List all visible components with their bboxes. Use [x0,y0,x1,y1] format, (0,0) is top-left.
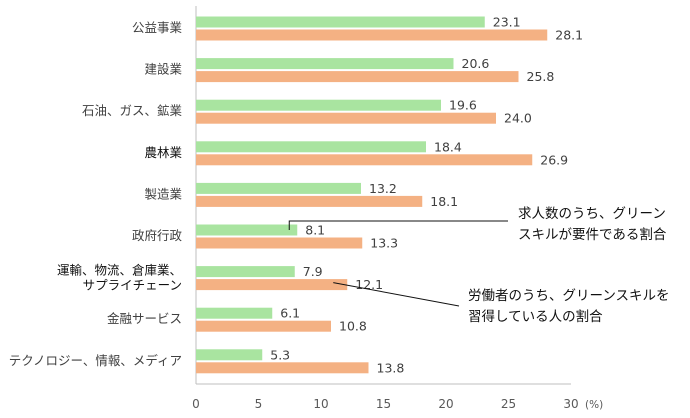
data-label: 13.3 [370,236,398,251]
data-label: 28.1 [555,28,583,43]
data-label: 8.1 [305,223,325,238]
x-tick-label: 20 [438,397,453,411]
data-label: 18.4 [434,139,462,154]
callout-text: 求人数のうち、グリーン [518,206,666,222]
category-label: テクノロジー、情報、メディア [9,353,182,368]
category-label: 金融サービス [107,311,182,326]
category-label: 政府行政 [132,228,183,243]
category-label: 農林業 [144,145,182,160]
data-label: 13.2 [369,181,397,196]
bar-green-skill-holder [196,112,496,124]
bar-green-skill-holder [196,362,369,374]
bar-green-skill-requirement [196,58,454,70]
bar-green-skill-requirement [196,182,361,194]
bar-green-skill-requirement [196,141,426,153]
bar-green-skill-holder [196,195,423,207]
callout-text: 労働者のうち、グリーンスキルを [468,288,670,304]
bar-green-skill-requirement [196,349,263,361]
callout-text: スキルが要件である割合 [518,226,667,243]
bar-green-skill-holder [196,71,519,83]
bars-layer [196,16,548,374]
data-label: 19.6 [449,98,477,113]
data-label: 25.8 [527,69,555,84]
category-label: サプライチェーン [83,278,182,293]
category-label: 製造業 [144,186,182,201]
x-tick-label: 30 [563,397,578,411]
bar-green-skill-requirement [196,99,441,111]
callout-leader-line [288,220,508,230]
bar-green-skill-requirement [196,224,298,236]
data-label: 18.1 [430,194,458,209]
callout-layer: 求人数のうち、グリーンスキルが要件である割合労働者のうち、グリーンスキルを習得し… [288,206,670,325]
data-label: 20.6 [462,56,490,71]
data-label: 13.8 [377,360,405,375]
bar-green-skill-requirement [196,16,485,28]
bar-green-skill-holder [196,154,533,166]
bar-green-skill-holder [196,29,548,41]
category-label: 石油、ガス、鉱業 [82,103,183,118]
data-label: 7.9 [303,264,323,279]
x-tick-label: 10 [313,397,328,411]
data-label: 24.0 [504,111,532,126]
bar-green-skill-holder [196,320,331,332]
x-tick-label: 5 [255,397,263,411]
data-label: 6.1 [280,306,300,321]
bar-green-skill-requirement [196,307,273,319]
callout-leader-line [333,282,460,307]
x-tick-label: 0 [192,397,200,411]
data-label: 5.3 [270,347,290,362]
callout-text: 習得している人の割合 [468,308,603,325]
labels-layer: 公益事業 23.1 28.1 建設業 20.6 25.8 石油、ガス、鉱業 19.6 24.0 農… [9,15,583,376]
data-label: 26.9 [540,152,568,167]
category-label: 公益事業 [132,20,183,35]
bar-green-skill-holder [196,279,348,291]
bar-green-skill-holder [196,237,363,249]
data-label: 12.1 [355,277,383,292]
category-label: 建設業 [144,62,182,77]
x-unit-label: (%) [585,399,603,411]
x-tick-label: 15 [376,397,391,411]
bar-green-skill-requirement [196,266,295,278]
data-label: 10.8 [339,319,367,334]
data-label: 23.1 [493,15,521,30]
category-label: 運輸、物流、倉庫業、 [57,263,182,278]
x-tick-label: 25 [501,397,516,411]
